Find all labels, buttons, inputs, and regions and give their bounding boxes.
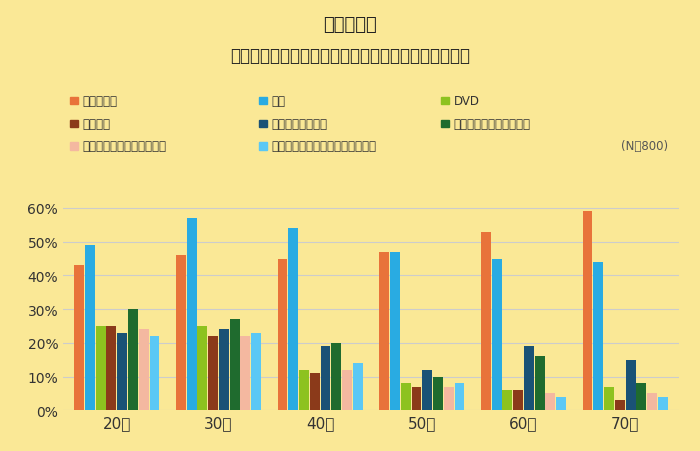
Bar [74, 266, 84, 410]
Bar [545, 394, 555, 410]
Text: セミナー（現地）: セミナー（現地） [272, 118, 328, 130]
Bar [647, 394, 657, 410]
Bar [310, 373, 320, 410]
Bar [615, 400, 624, 410]
Bar [342, 370, 352, 410]
Text: 通信教育: 通信教育 [83, 118, 111, 130]
Text: 株・投賄スクール（オンライン）: 株・投賄スクール（オンライン） [272, 140, 377, 153]
Bar [433, 377, 443, 410]
Bar [379, 252, 389, 410]
Bar [197, 326, 207, 410]
Bar [444, 387, 454, 410]
Bar [208, 336, 218, 410]
Bar [85, 245, 95, 410]
Bar [582, 212, 592, 410]
Bar [187, 219, 197, 410]
Bar [241, 336, 251, 410]
Text: (N＝800): (N＝800) [622, 140, 668, 153]
Text: セミナー（オンライン）: セミナー（オンライン） [454, 118, 531, 130]
Text: 書籍: 書籍 [272, 95, 286, 108]
Bar [524, 346, 534, 410]
Bar [594, 262, 603, 410]
Bar [658, 397, 668, 410]
Bar [353, 364, 363, 410]
Bar [513, 390, 523, 410]
Bar [251, 333, 261, 410]
Bar [299, 370, 309, 410]
Bar [422, 370, 432, 410]
Bar [106, 326, 116, 410]
Bar [176, 256, 186, 410]
Bar [400, 383, 411, 410]
Text: 新討・雑誌: 新討・雑誌 [83, 95, 118, 108]
Bar [556, 397, 566, 410]
Bar [96, 326, 106, 410]
Bar [481, 232, 491, 410]
Bar [230, 320, 239, 410]
Bar [150, 336, 160, 410]
Bar [604, 387, 614, 410]
Bar [491, 259, 501, 410]
Bar [626, 360, 636, 410]
Bar [288, 229, 298, 410]
Text: 《年代別》: 《年代別》 [323, 16, 377, 34]
Bar [321, 346, 330, 410]
Bar [503, 390, 512, 410]
Text: 株式投賄について学ぶために購入したことがあるもの: 株式投賄について学ぶために購入したことがあるもの [230, 47, 470, 65]
Text: 株・投賄スクール（通学）: 株・投賄スクール（通学） [83, 140, 167, 153]
Bar [390, 252, 400, 410]
Text: DVD: DVD [454, 95, 480, 108]
Bar [636, 383, 646, 410]
Bar [331, 343, 342, 410]
Bar [454, 383, 465, 410]
Bar [412, 387, 421, 410]
Bar [128, 309, 138, 410]
Bar [118, 333, 127, 410]
Bar [535, 357, 545, 410]
Bar [139, 330, 148, 410]
Bar [219, 330, 229, 410]
Bar [277, 259, 288, 410]
